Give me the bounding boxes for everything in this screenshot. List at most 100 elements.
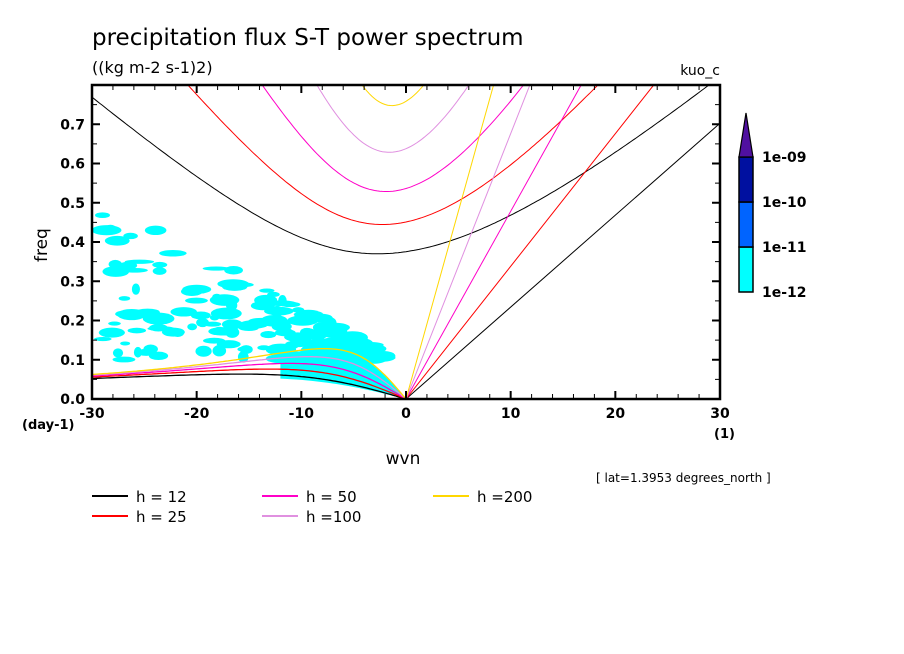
field-blob: [121, 267, 148, 273]
y-tick-label: 0.4: [60, 235, 85, 251]
field-blob: [104, 235, 130, 246]
colorbar-segment: [738, 201, 754, 248]
field-blob: [212, 293, 222, 301]
colorbar-label: 1e-12: [762, 285, 807, 301]
legend-label: h = 25: [136, 508, 187, 526]
kelvin-line-h50: [405, 85, 582, 399]
field-blob: [102, 266, 130, 277]
field-blob: [136, 348, 156, 356]
field-blob: [112, 356, 136, 363]
field-blob: [271, 320, 290, 325]
y-tick-label: 0.2: [60, 314, 85, 330]
field-blob: [131, 283, 140, 295]
chart-title: precipitation flux S-T power spectrum: [92, 25, 524, 51]
x-tick-label: 10: [501, 406, 521, 422]
field-blob: [292, 307, 305, 313]
kelvin-line-h200: [405, 85, 495, 399]
colorbar-over-triangle: [738, 112, 754, 158]
y-tick-label: 0.3: [60, 274, 85, 290]
field-blob: [118, 296, 131, 301]
rossby-curve-h100: [92, 356, 407, 399]
ig-curve-h25: [187, 85, 599, 225]
power-field: [92, 212, 401, 398]
field-blob: [260, 330, 277, 339]
field-blob: [301, 310, 324, 320]
x-axis-label: wvn: [386, 449, 421, 469]
field-blob: [123, 232, 138, 240]
colorbar-label: 1e-09: [762, 150, 807, 166]
rossby-curve-h12: [92, 373, 407, 399]
footnote: [ lat=1.3953 degrees_north ]: [596, 471, 771, 485]
x-tick-label: 30: [710, 406, 730, 422]
field-blob: [325, 334, 353, 339]
ig-curve-h200: [361, 85, 425, 107]
field-blob: [237, 351, 249, 363]
legend-label: h = 12: [136, 488, 187, 506]
x-tick-label: -20: [184, 406, 210, 422]
y-tick-label: 0.1: [60, 353, 85, 369]
rossby-curve-h200: [92, 348, 407, 399]
rossby-curve-h25: [92, 368, 407, 399]
field-blob: [185, 297, 208, 304]
field-blob: [259, 288, 275, 293]
field-blob: [170, 307, 197, 317]
axis-ticks: -30 -20 -10 0 10 20 30 0.0 0.1 0.2 0.3 0.4 0.5 0.6 0.7: [60, 84, 730, 422]
x-tick-label: 0: [401, 406, 411, 422]
field-blob: [108, 321, 121, 326]
field-blob: [352, 341, 384, 349]
y-units-label: (day-1): [22, 418, 74, 433]
rossby-curve-h50: [92, 362, 407, 399]
field-blob: [115, 310, 138, 318]
kelvin-line-h100: [405, 85, 531, 399]
x-units-label: (1): [714, 427, 735, 442]
field-blob: [152, 261, 168, 268]
field-blob: [120, 341, 131, 346]
field-blob: [149, 324, 168, 332]
plot-frame: [90, 83, 722, 401]
kelvin-line-h25: [405, 85, 655, 399]
field-blob: [217, 279, 249, 289]
y-axis-label: freq: [32, 228, 52, 262]
ig-curve-h50: [261, 85, 525, 192]
field-blob: [372, 350, 388, 359]
dataset-label: kuo_c: [680, 63, 720, 79]
field-blob: [187, 323, 198, 331]
field-blob: [215, 326, 224, 331]
field-blob: [127, 327, 147, 334]
field-blob: [98, 327, 125, 338]
field-blob: [203, 337, 226, 344]
field-blob: [210, 307, 242, 320]
field-blob: [271, 305, 284, 317]
field-low-band: [280, 349, 401, 398]
field-blob: [92, 225, 122, 236]
field-blob: [225, 326, 240, 338]
colorbar-segment: [738, 246, 754, 293]
field-blob: [94, 336, 112, 342]
legend-label: h = 50: [306, 488, 357, 506]
field-blob: [330, 337, 363, 344]
field-blob: [221, 319, 243, 330]
legend-label: h =200: [477, 488, 532, 506]
field-blob: [224, 266, 243, 275]
field-blob: [321, 324, 348, 337]
colorbar-label: 1e-10: [762, 195, 807, 211]
field-blob: [95, 212, 110, 219]
colorbar-label: 1e-11: [762, 240, 807, 256]
field-blob: [254, 294, 278, 306]
field-blob: [202, 266, 230, 271]
field-blob: [144, 225, 167, 236]
field-blob: [274, 329, 296, 337]
field-blob: [159, 250, 187, 257]
field-blob: [195, 345, 212, 357]
legend: h = 12 h = 25 h = 50 h =100 h =200: [92, 488, 532, 526]
field-blob: [152, 267, 167, 275]
field-blob: [161, 327, 185, 337]
x-tick-label: -30: [79, 406, 105, 422]
field-blob: [182, 284, 212, 294]
colorbar: 1e-09 1e-10 1e-11 1e-12: [738, 112, 807, 301]
chart-units: ((kg m-2 s-1)2): [92, 58, 213, 77]
field-blob: [238, 325, 259, 332]
legend-label: h =100: [306, 508, 361, 526]
y-tick-label: 0.7: [60, 117, 85, 133]
